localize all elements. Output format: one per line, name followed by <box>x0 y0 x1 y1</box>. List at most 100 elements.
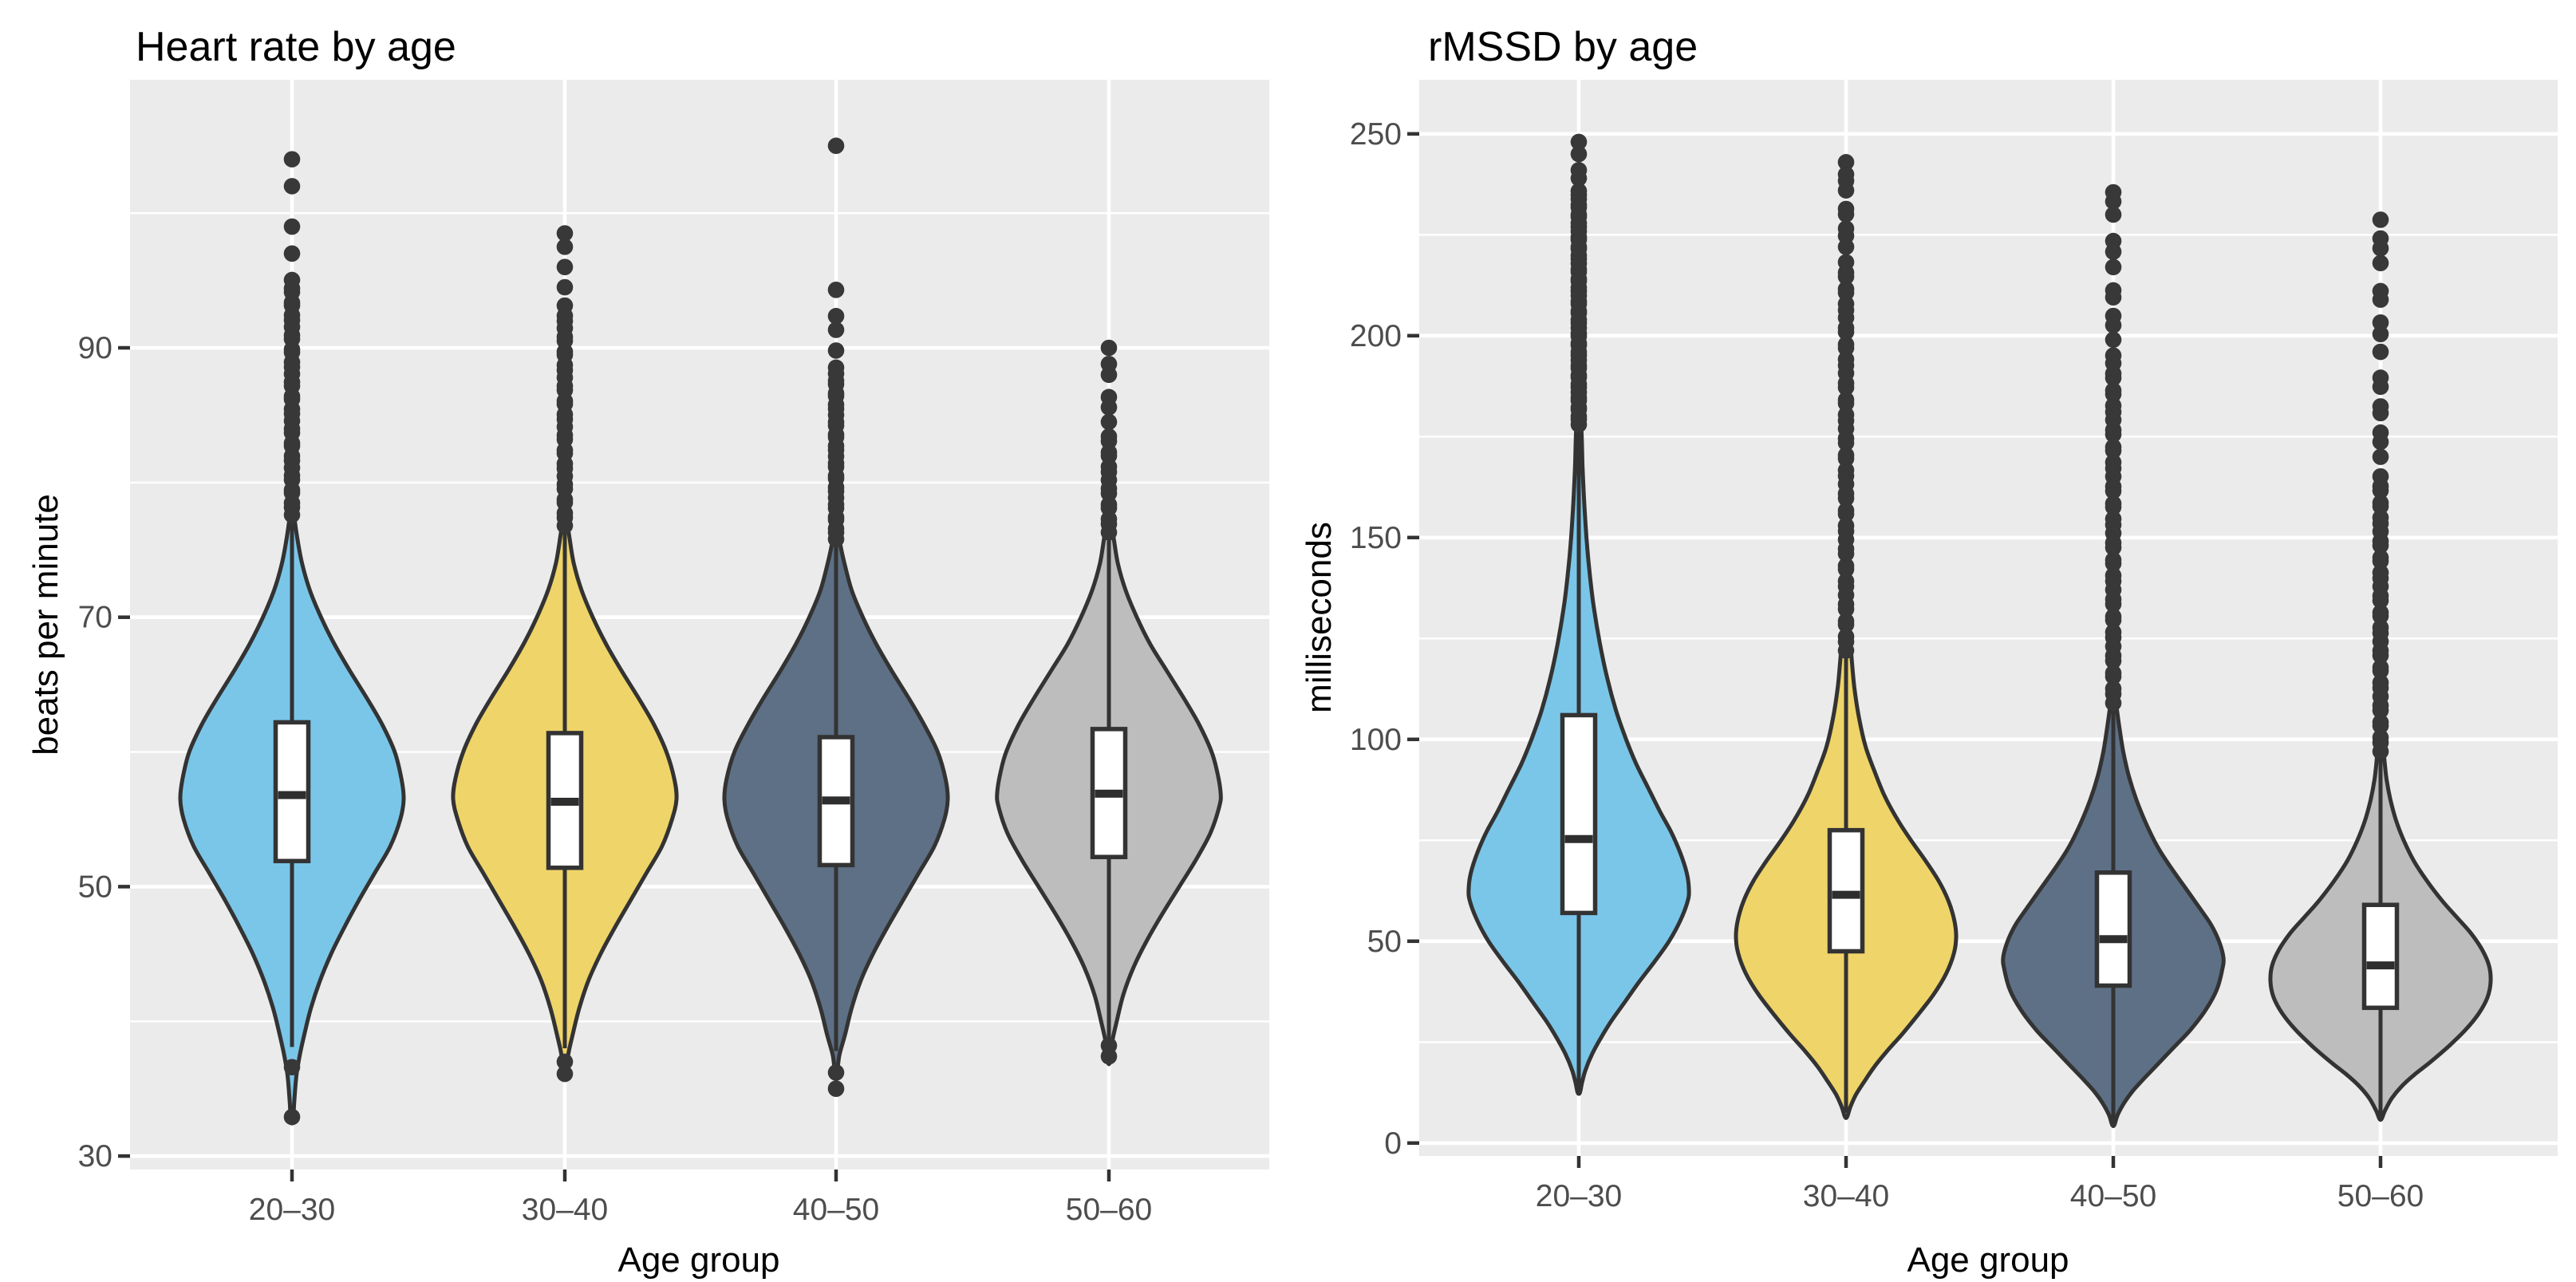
outlier-dot <box>1837 254 1855 271</box>
y-axis-title-right: milliseconds <box>1300 522 1339 713</box>
outlier-dot <box>283 245 301 262</box>
outlier-dot <box>2372 369 2389 386</box>
x-tick-label: 50–60 <box>1066 1193 1152 1227</box>
outlier-dot <box>827 321 845 338</box>
outlier-dot <box>2372 494 2389 511</box>
x-axis-title-right: Age group <box>1907 1241 2069 1280</box>
outlier-dot <box>2105 608 2122 625</box>
x-tick-label: 20–30 <box>1536 1179 1622 1213</box>
outlier-dot <box>1570 162 1588 179</box>
outlier-dot <box>2105 307 2122 325</box>
outlier-dot <box>2105 382 2122 399</box>
outlier-dots <box>283 151 301 1126</box>
outlier-dot <box>1100 428 1118 445</box>
outlier-dot <box>2372 254 2389 272</box>
outlier-dot <box>2372 467 2389 485</box>
outlier-dot <box>827 282 845 298</box>
outlier-dot <box>2105 183 2122 201</box>
outlier-dots <box>1570 133 1588 433</box>
plot-title-rmssd: rMSSD by age <box>1428 24 1698 70</box>
x-tick-label: 50–60 <box>2337 1179 2424 1213</box>
outlier-dot <box>2372 448 2389 465</box>
outlier-dot <box>2105 454 2122 471</box>
outlier-dot <box>2372 714 2389 731</box>
y-tick-label: 250 <box>1350 117 1402 152</box>
outlier-dot <box>1570 133 1588 151</box>
outlier-dot <box>827 1080 845 1097</box>
outlier-dot <box>2372 343 2389 361</box>
outlier-dot <box>1100 413 1118 431</box>
y-axis-title-left: beats per minute <box>26 494 65 755</box>
outlier-dots <box>2105 183 2122 712</box>
outlier-dots <box>2372 211 2389 760</box>
outlier-dot <box>827 137 845 155</box>
outlier-dot <box>1837 154 1855 171</box>
outlier-dot <box>1100 444 1118 461</box>
outlier-dot <box>1837 406 1855 424</box>
heart-rate-chart: 30 50 70 90 20–30 30–40 40–50 50–60 <box>78 80 1269 1227</box>
outlier-dot <box>283 151 301 168</box>
outlier-dot <box>556 1065 574 1083</box>
outlier-dot <box>2105 495 2122 512</box>
y-tick-label: 30 <box>78 1139 112 1174</box>
outlier-dot <box>2105 282 2122 299</box>
outlier-dot <box>556 297 574 314</box>
outlier-dot <box>1837 336 1855 353</box>
outlier-dot <box>283 218 301 235</box>
outlier-dot <box>556 239 574 255</box>
outlier-dot <box>2372 398 2389 415</box>
outlier-dot <box>2372 564 2389 582</box>
y-tick-label: 70 <box>78 601 112 635</box>
outlier-dot <box>2372 314 2389 331</box>
outlier-dot <box>2372 282 2389 300</box>
outlier-dots <box>827 137 845 1097</box>
outlier-dot <box>2105 439 2122 456</box>
plot-title-heart-rate: Heart rate by age <box>136 24 456 70</box>
outlier-dot <box>2105 347 2122 364</box>
outlier-dot <box>2372 325 2389 343</box>
x-tick-label: 30–40 <box>1803 1179 1889 1213</box>
y-tick-label: 90 <box>78 331 112 365</box>
outlier-dot <box>2105 511 2122 527</box>
outlier-dot <box>2372 604 2389 621</box>
outlier-dot <box>283 178 301 195</box>
outlier-dots <box>1837 154 1855 659</box>
outlier-dot <box>827 307 845 325</box>
outlier-dots <box>1100 339 1118 1065</box>
boxplot-box <box>2094 870 2132 988</box>
outlier-dot <box>1837 391 1855 408</box>
outlier-dot <box>556 258 574 276</box>
outlier-dot <box>2372 509 2389 527</box>
rmssd-chart: 0 50 100 150 200 250 20–30 30–40 40–50 50–60 <box>1350 80 2558 1213</box>
outlier-dot <box>2372 729 2389 746</box>
outlier-dot <box>556 278 574 296</box>
outlier-dot <box>2105 331 2122 349</box>
outlier-dot <box>1837 281 1855 298</box>
outlier-dot <box>2372 659 2389 676</box>
outlier-dot <box>1837 613 1855 629</box>
y-tick-label: 150 <box>1350 521 1402 555</box>
outlier-dot <box>2105 567 2122 584</box>
y-tick-label: 50 <box>1367 925 1402 959</box>
outlier-dot <box>2372 230 2389 247</box>
outlier-dot <box>283 271 301 289</box>
outlier-dot <box>2105 551 2122 569</box>
outlier-dot <box>827 342 845 359</box>
outlier-dot <box>1837 573 1855 590</box>
outlier-dot <box>2105 680 2122 697</box>
outlier-dot <box>1837 628 1855 645</box>
outlier-dot <box>1837 166 1855 183</box>
outlier-dot <box>283 1059 301 1075</box>
outlier-dot <box>2372 549 2389 566</box>
outlier-dot <box>2105 397 2122 414</box>
outlier-dot <box>1570 145 1588 163</box>
outlier-dot <box>556 225 574 242</box>
outlier-dot <box>1100 339 1118 357</box>
outlier-dot <box>1837 200 1855 218</box>
outlier-dot <box>827 359 845 377</box>
y-tick-label: 50 <box>78 870 112 904</box>
outlier-dot <box>827 1064 845 1081</box>
outlier-dot <box>1837 462 1855 479</box>
x-axis-title-left: Age group <box>617 1241 779 1280</box>
